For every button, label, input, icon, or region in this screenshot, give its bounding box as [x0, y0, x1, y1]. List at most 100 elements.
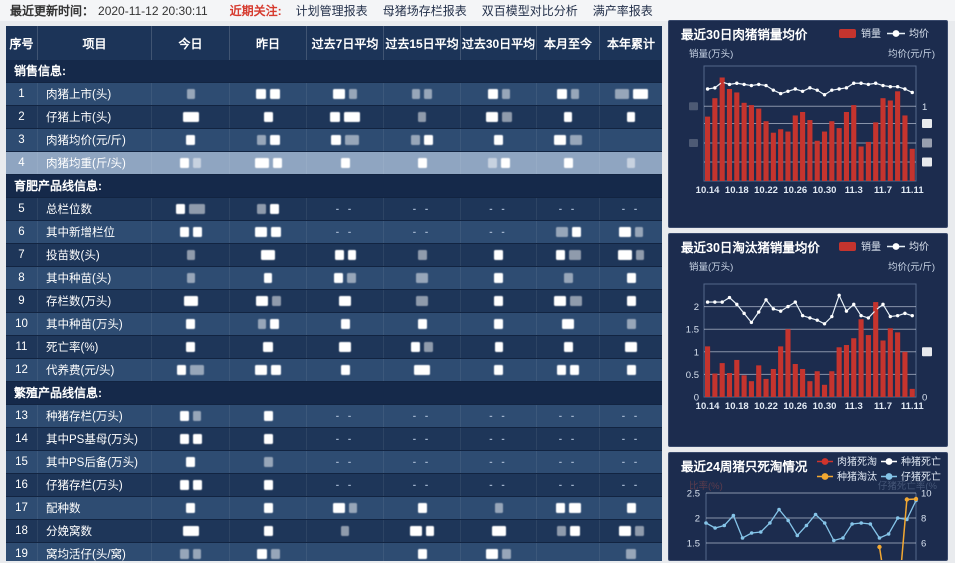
nav-link-model-compare[interactable]: 双百模型对比分析	[481, 4, 578, 18]
table-row[interactable]: 13 种猪存栏(万头) - - - - - - - - - -	[6, 405, 662, 428]
bar	[807, 120, 813, 181]
data-cell	[537, 152, 600, 174]
row-label: 种猪存栏(万头)	[38, 405, 152, 427]
redacted-value-blob	[180, 158, 189, 168]
data-cell	[230, 313, 307, 335]
price-line-dot	[720, 300, 724, 304]
redacted-value-blob	[264, 273, 272, 283]
redacted-value-blob	[255, 227, 267, 237]
piglet-death-dot	[786, 518, 790, 523]
data-cell	[537, 336, 600, 358]
table-row[interactable]: 19 窝均活仔(头/窝)	[6, 543, 662, 561]
redacted-value-blob	[626, 503, 636, 513]
dash-placeholder: - -	[558, 203, 578, 215]
nav-link-plan-report[interactable]: 计划管理报表	[295, 4, 368, 18]
data-cell: - -	[307, 474, 384, 496]
data-cell	[600, 313, 662, 335]
price-line-dot	[713, 300, 717, 304]
left-axis-label: 销量(万头)	[689, 48, 733, 60]
bar	[887, 328, 893, 397]
table-row[interactable]: 18 分娩窝数	[6, 520, 662, 543]
bar	[821, 131, 828, 181]
table-row[interactable]: 2 仔猪上市(头)	[6, 106, 662, 129]
redacted-value-blob	[254, 158, 269, 168]
data-cell	[307, 313, 384, 335]
table-row[interactable]: 17 配种数	[6, 497, 662, 520]
table-row[interactable]: 8 其中种苗(头)	[6, 267, 662, 290]
nav-link-sow-farm-report[interactable]: 母猪场存栏报表	[382, 4, 467, 18]
row-index: 10	[6, 313, 38, 335]
sow-cull-dot	[877, 544, 882, 550]
redacted-value-blob	[626, 273, 636, 283]
data-cell	[600, 83, 662, 105]
chart-card-pig-sales[interactable]: 最近30日肉猪销量均价 销量 均价 销量(万头) 均价(元/斤) 1 10.14 10.18 1…	[668, 20, 948, 228]
row-index: 8	[6, 267, 38, 289]
bar	[756, 108, 762, 181]
data-cell: - -	[384, 451, 461, 473]
legend-line-dot	[892, 30, 900, 37]
data-cell: - -	[461, 405, 537, 427]
bar	[756, 365, 762, 397]
left-tick: 1.5	[687, 539, 700, 550]
table-row[interactable]: 7 投苗数(头)	[6, 244, 662, 267]
redacted-value-blob	[627, 158, 635, 168]
bar	[880, 98, 886, 181]
table-row[interactable]: 1 肉猪上市(头)	[6, 83, 662, 106]
row-label: 配种数	[38, 497, 152, 519]
bar	[748, 105, 754, 181]
data-cell	[537, 520, 600, 542]
table-row[interactable]: 6 其中新增栏位 - - - - - -	[6, 221, 662, 244]
redacted-value-blob	[183, 296, 198, 306]
table-row[interactable]: 16 仔猪存栏(万头) - - - - - - - - - -	[6, 474, 662, 497]
table-row[interactable]: 9 存栏数(万头)	[6, 290, 662, 313]
redacted-value-blob	[555, 503, 565, 513]
row-label: 其中新增栏位	[38, 221, 152, 243]
redacted-value-blob	[347, 250, 356, 260]
redacted-value-blob	[334, 250, 344, 260]
redacted-axis-tick	[689, 139, 698, 148]
piglet-death-dot	[713, 526, 717, 530]
data-cell	[461, 543, 537, 561]
chart-card-death-cull[interactable]: 最近24周猪只死淘情况 肉猪死淘 种猪死亡 种猪淘汰 仔猪死亡 比率(%) 仔猪死亡率(% 2…	[668, 452, 948, 561]
price-line-dot	[720, 80, 724, 84]
table-row[interactable]: 14 其中PS基母(万头) - - - - - - - - - -	[6, 428, 662, 451]
redacted-value-blob	[636, 250, 644, 260]
bar	[763, 378, 769, 397]
data-cell	[230, 428, 307, 450]
table-row[interactable]: 5 总栏位数 - - - - - - - - - -	[6, 198, 662, 221]
redacted-value-blob	[341, 526, 349, 536]
price-line-dot	[859, 313, 863, 318]
data-cell	[152, 359, 230, 381]
dash-placeholder: - -	[335, 410, 355, 422]
table-row[interactable]: 10 其中种苗(万头)	[6, 313, 662, 336]
redacted-value-blob	[494, 296, 503, 306]
table-row[interactable]: 15 其中PS后备(万头) - - - - - - - - - -	[6, 451, 662, 474]
dash-placeholder: - -	[621, 410, 641, 422]
x-tick-label: 11.3	[845, 401, 863, 412]
data-cell	[461, 83, 537, 105]
header-cell: 过去30日平均	[461, 26, 537, 60]
chart-card-cull-pig-sales[interactable]: 最近30日淘汰猪销量均价 销量 均价 销量(万头) 均价(元/斤) 2 1.5 1 0.5 0 0 1…	[668, 233, 948, 447]
table-row[interactable]: 4 肉猪均重(斤/头)	[6, 152, 662, 175]
redacted-value-blob	[555, 250, 565, 260]
table-row[interactable]: 11 死亡率(%)	[6, 336, 662, 359]
table-row[interactable]: 3 肉猪均价(元/斤)	[6, 129, 662, 152]
redacted-value-blob	[569, 526, 580, 536]
redacted-value-blob	[634, 526, 644, 536]
data-cell	[230, 543, 307, 561]
data-cell: - -	[461, 428, 537, 450]
x-tick-label: 11.3	[845, 185, 863, 196]
data-cell	[230, 83, 307, 105]
piglet-death-dot	[758, 530, 763, 534]
price-line-dot	[793, 87, 797, 91]
table-row[interactable]: 12 代养费(元/头)	[6, 359, 662, 382]
header-cell: 昨日	[230, 26, 307, 60]
nav-link-full-capacity-report[interactable]: 满产率报表	[592, 4, 653, 18]
price-line-dot	[727, 295, 732, 300]
data-cell	[461, 359, 537, 381]
piglet-death-dot	[704, 521, 708, 525]
row-index: 7	[6, 244, 38, 266]
